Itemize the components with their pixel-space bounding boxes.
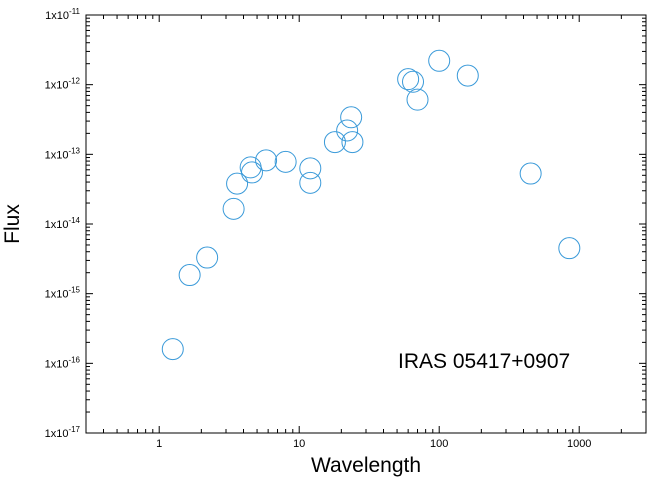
data-point (240, 161, 263, 184)
data-point (274, 150, 297, 173)
data-point (196, 246, 219, 269)
data-point (161, 338, 184, 361)
data-point (456, 64, 479, 87)
data-point (222, 197, 245, 220)
data-point (299, 157, 322, 180)
data-point (402, 70, 425, 93)
data-point (323, 131, 346, 154)
data-points (161, 49, 581, 361)
x-tick-label: 10 (293, 438, 305, 450)
data-point (428, 49, 451, 72)
data-point (341, 131, 364, 154)
x-axis-title: Wavelength (311, 454, 421, 477)
data-point (255, 149, 278, 172)
data-point (299, 171, 322, 194)
data-point (406, 88, 429, 111)
x-axis-ticks: 1 10 100 1000 (85, 15, 647, 450)
x-tick-label: 1000 (567, 438, 591, 450)
data-point (178, 264, 201, 287)
y-axis-title: Flux (1, 204, 24, 244)
data-point (558, 237, 581, 260)
data-point (226, 172, 249, 195)
x-tick-label: 100 (430, 438, 448, 450)
data-point (397, 68, 420, 91)
data-point (519, 162, 542, 185)
chart-annotation: IRAS 05417+0907 (398, 350, 570, 373)
x-tick-label: 1 (156, 438, 162, 450)
data-point (340, 106, 363, 129)
data-point (336, 119, 359, 142)
